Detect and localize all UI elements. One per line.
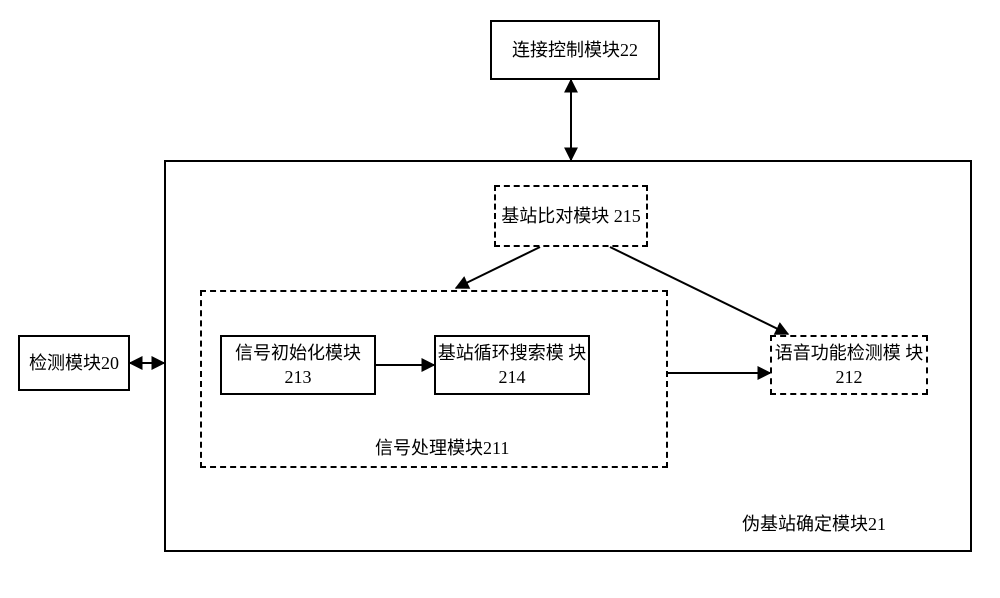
compare-to-signal-proc bbox=[456, 247, 540, 288]
arrows-layer bbox=[0, 0, 1000, 598]
compare-to-voice bbox=[610, 247, 788, 334]
